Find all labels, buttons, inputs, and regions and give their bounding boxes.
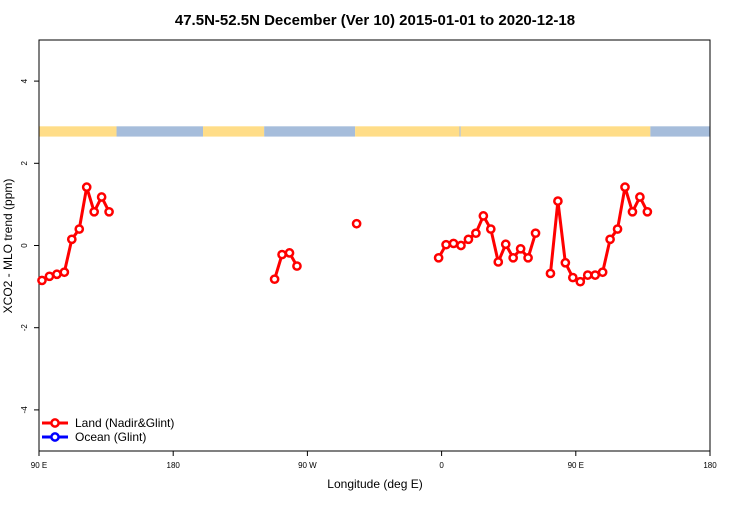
series-0-point-0-9: [104, 206, 114, 217]
strip-land-segment-0: [39, 126, 117, 137]
strip-land-segment-6: [460, 126, 651, 137]
series-0-point-3-7: [485, 224, 496, 234]
legend-marker-0: [50, 418, 60, 428]
y-tick-label-2: 0: [20, 243, 29, 248]
x-tick-label-1: 180: [167, 461, 181, 470]
x-tick-label-0: 90 E: [31, 461, 47, 470]
series-0-point-0-3: [59, 267, 70, 278]
strip-land-segment-4: [355, 126, 460, 137]
series-0-point-4-4: [575, 276, 586, 287]
series-0-point-2-0: [351, 218, 362, 229]
axes: 90 E 180 90 W 0 90 E 180 -4 -2 0 2 4: [20, 78, 717, 470]
series-0-point-0-2: [52, 269, 62, 280]
strip-ocean-segment-5: [459, 126, 461, 137]
y-tick-label-0: -4: [20, 406, 29, 414]
series-0-point-4-2: [560, 257, 571, 268]
x-tick-label-5: 180: [703, 461, 717, 470]
series-0-point-3-8: [493, 257, 504, 267]
series-0-point-4-10: [620, 182, 630, 192]
series-layer: [37, 182, 653, 287]
series-0-point-4-11: [627, 206, 638, 217]
series-0-point-4-13: [642, 206, 653, 217]
series-0-point-3-4: [463, 234, 474, 245]
strip-ocean-segment-1: [116, 126, 204, 137]
legend-label-1: Ocean (Glint): [75, 430, 146, 444]
series-0-point-1-0: [269, 274, 280, 285]
legend-label-0: Land (Nadir&Glint): [75, 416, 174, 430]
series-0-point-0-0: [37, 275, 47, 286]
series-0-point-1-1: [277, 249, 287, 260]
series-0-point-3-11: [515, 243, 526, 254]
series-0-point-4-8: [605, 234, 615, 245]
series-0-point-3-2: [448, 238, 459, 249]
y-tick-label-3: 2: [20, 161, 29, 166]
series-0-point-4-0: [545, 268, 556, 279]
y-axis-label: XCO2 - MLO trend (ppm): [1, 179, 15, 314]
surface-type-strip: [39, 126, 710, 137]
x-axis-label: Longitude (deg E): [327, 477, 422, 491]
series-0-point-0-1: [44, 271, 55, 282]
series-0-point-3-1: [441, 239, 451, 250]
chart-title: 47.5N-52.5N December (Ver 10) 2015-01-01…: [175, 12, 575, 29]
strip-ocean-segment-3: [264, 126, 356, 137]
series-0-point-4-5: [582, 270, 593, 280]
series-0-point-3-13: [530, 228, 541, 239]
y-tick-label-4: 4: [20, 78, 29, 83]
series-0-point-4-7: [597, 267, 608, 278]
series-0-point-0-4: [66, 234, 77, 245]
series-0-point-0-7: [89, 206, 100, 217]
series-0-point-3-9: [500, 239, 511, 250]
x-tick-label-2: 90 W: [298, 461, 317, 470]
legend-marker-1: [50, 432, 60, 442]
series-0-point-1-3: [292, 261, 302, 271]
series-0-point-4-12: [635, 192, 645, 202]
series-0-point-3-5: [471, 228, 481, 239]
series-0-point-3-3: [456, 240, 466, 251]
series-0-point-3-0: [433, 252, 444, 263]
series-0-point-4-1: [553, 196, 563, 206]
legend: Land (Nadir&Glint)Ocean (Glint): [42, 416, 174, 444]
series-0-line-0: [41, 185, 111, 282]
series-0-point-3-12: [523, 252, 533, 263]
series-0-point-1-2: [284, 248, 295, 258]
x-tick-label-3: 0: [439, 461, 444, 470]
series-0-point-4-9: [612, 224, 623, 234]
x-tick-label-4: 90 E: [568, 461, 584, 470]
series-0-point-4-6: [590, 270, 601, 280]
y-tick-label-1: -2: [20, 324, 29, 332]
series-0-point-3-10: [508, 252, 519, 263]
series-0-point-0-6: [81, 182, 92, 192]
strip-ocean-segment-7: [650, 126, 710, 137]
series-0-point-0-8: [96, 192, 107, 202]
series-0-point-0-5: [74, 224, 85, 234]
strip-land-segment-2: [203, 126, 265, 137]
series-0-point-3-6: [478, 211, 489, 221]
series-0-point-4-3: [567, 272, 578, 283]
